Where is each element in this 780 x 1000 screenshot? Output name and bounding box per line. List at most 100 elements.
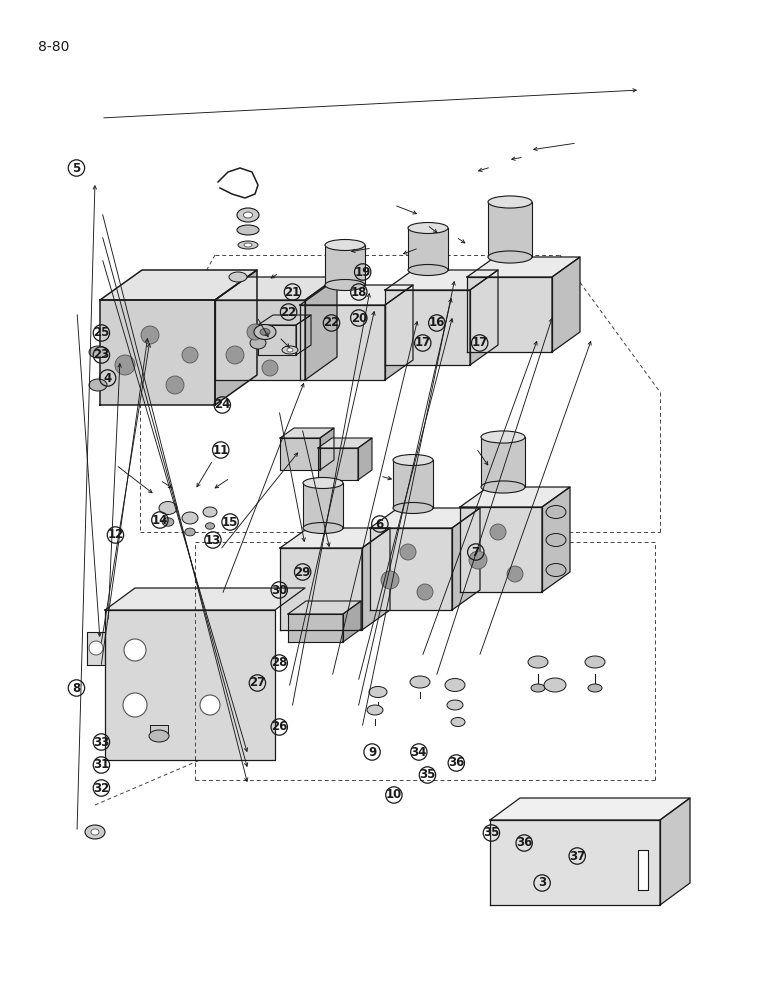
Ellipse shape (238, 241, 258, 249)
Ellipse shape (303, 478, 343, 488)
Polygon shape (490, 820, 660, 905)
Polygon shape (100, 270, 257, 300)
Text: 3: 3 (538, 876, 546, 890)
Polygon shape (280, 528, 390, 548)
Ellipse shape (149, 730, 169, 742)
Text: 6: 6 (376, 518, 384, 530)
Circle shape (115, 355, 135, 375)
Text: 8-80: 8-80 (38, 40, 69, 54)
Ellipse shape (254, 324, 276, 340)
Ellipse shape (237, 208, 259, 222)
Ellipse shape (585, 656, 605, 668)
Circle shape (124, 639, 146, 661)
Ellipse shape (367, 705, 383, 715)
Ellipse shape (369, 686, 387, 698)
Ellipse shape (588, 684, 602, 692)
Polygon shape (542, 487, 570, 592)
Polygon shape (150, 725, 168, 735)
Ellipse shape (185, 528, 195, 536)
Polygon shape (470, 270, 498, 365)
Text: 31: 31 (94, 758, 109, 772)
Polygon shape (105, 588, 305, 610)
Text: 18: 18 (351, 286, 367, 298)
Text: 22: 22 (324, 316, 339, 330)
Ellipse shape (182, 512, 198, 524)
Text: 5: 5 (73, 161, 80, 174)
Text: 35: 35 (420, 768, 435, 782)
Ellipse shape (528, 656, 548, 668)
Polygon shape (258, 325, 296, 355)
Ellipse shape (447, 700, 463, 710)
Polygon shape (258, 315, 311, 325)
Text: 17: 17 (472, 336, 488, 350)
Ellipse shape (481, 431, 525, 443)
Polygon shape (100, 300, 215, 405)
Ellipse shape (488, 196, 532, 208)
Text: 24: 24 (215, 398, 230, 412)
Polygon shape (105, 610, 275, 760)
Ellipse shape (393, 502, 433, 514)
Circle shape (141, 326, 159, 344)
Text: 11: 11 (213, 444, 229, 456)
Text: 30: 30 (271, 583, 287, 596)
Polygon shape (318, 438, 372, 448)
Ellipse shape (303, 522, 343, 534)
Text: 32: 32 (94, 782, 109, 794)
Polygon shape (300, 305, 385, 380)
Ellipse shape (229, 272, 247, 282)
Ellipse shape (260, 328, 270, 336)
Text: 34: 34 (411, 746, 427, 758)
Polygon shape (385, 290, 470, 365)
Text: 36: 36 (448, 756, 464, 770)
Polygon shape (280, 438, 320, 470)
Ellipse shape (546, 506, 566, 518)
Ellipse shape (531, 684, 545, 692)
Polygon shape (385, 285, 413, 380)
Text: 21: 21 (285, 286, 300, 298)
Text: 33: 33 (94, 736, 109, 748)
Ellipse shape (244, 243, 252, 247)
Polygon shape (288, 614, 343, 642)
Polygon shape (488, 202, 532, 257)
Text: 15: 15 (222, 516, 238, 528)
Circle shape (247, 324, 263, 340)
Ellipse shape (85, 825, 105, 839)
Polygon shape (215, 300, 305, 380)
Ellipse shape (237, 225, 259, 235)
Circle shape (507, 566, 523, 582)
Polygon shape (552, 257, 580, 352)
Polygon shape (490, 798, 690, 820)
Ellipse shape (410, 676, 430, 688)
Circle shape (490, 524, 506, 540)
Ellipse shape (243, 212, 253, 218)
Text: 36: 36 (516, 836, 532, 849)
Polygon shape (452, 508, 480, 610)
Polygon shape (358, 438, 372, 480)
Text: 16: 16 (429, 316, 445, 330)
Ellipse shape (89, 346, 107, 358)
Text: 35: 35 (484, 826, 499, 839)
Circle shape (400, 544, 416, 560)
Polygon shape (300, 285, 413, 305)
Circle shape (182, 347, 198, 363)
Text: 27: 27 (250, 677, 265, 690)
Polygon shape (343, 601, 361, 642)
Polygon shape (288, 601, 361, 614)
Text: 23: 23 (94, 349, 109, 361)
Ellipse shape (89, 379, 107, 391)
Ellipse shape (325, 239, 365, 250)
Ellipse shape (159, 502, 177, 514)
Text: 28: 28 (271, 657, 287, 670)
Circle shape (262, 360, 278, 376)
Polygon shape (305, 277, 337, 380)
Polygon shape (481, 437, 525, 487)
Text: 14: 14 (152, 514, 168, 526)
Ellipse shape (408, 223, 448, 233)
Ellipse shape (408, 264, 448, 275)
Ellipse shape (287, 348, 293, 352)
Polygon shape (467, 257, 580, 277)
Ellipse shape (546, 534, 566, 546)
Ellipse shape (205, 523, 215, 529)
Polygon shape (460, 507, 542, 592)
Text: 26: 26 (271, 720, 287, 734)
